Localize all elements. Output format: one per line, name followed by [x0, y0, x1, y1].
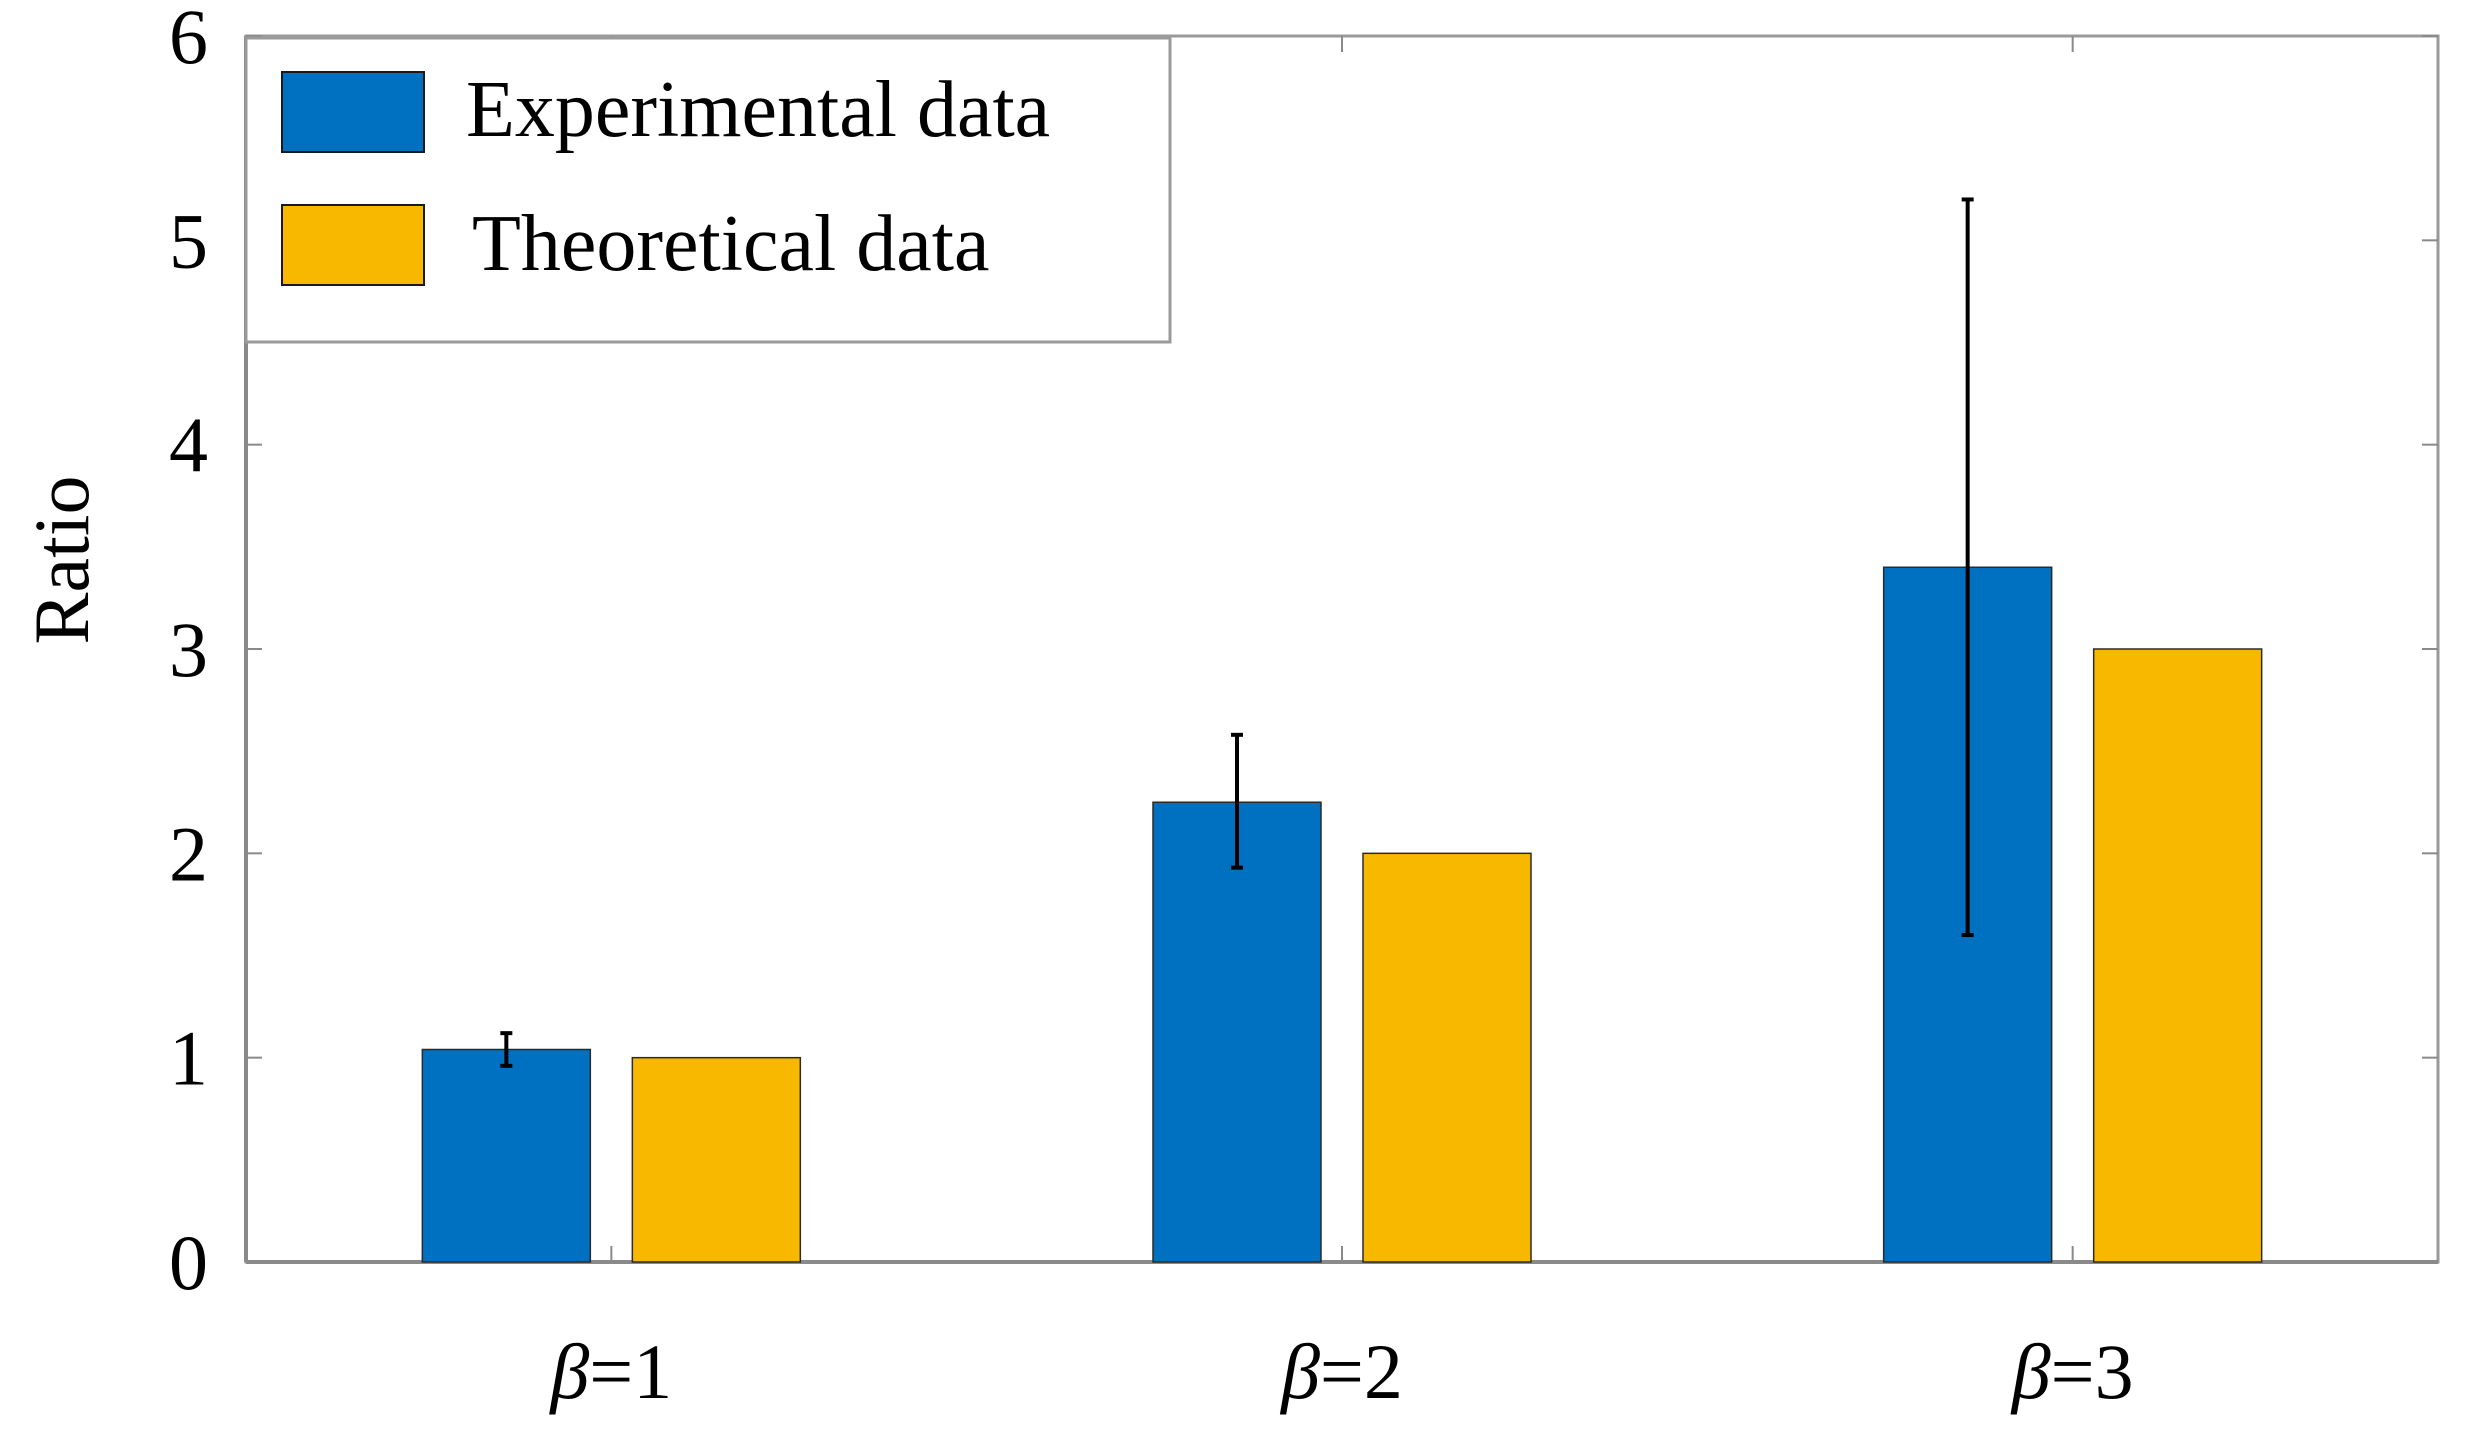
- x-tick-label-value: =3: [2051, 1328, 2134, 1415]
- legend-swatch-experimental: [281, 71, 425, 153]
- x-tick-label-value: =2: [1320, 1328, 1403, 1415]
- legend-swatch-theoretical: [281, 204, 425, 286]
- y-tick-label: 2: [169, 810, 208, 897]
- x-tick-label-value: =1: [589, 1328, 672, 1415]
- bar-theoretical: [631, 1056, 802, 1263]
- x-tick-label-symbol: β: [1279, 1328, 1320, 1415]
- legend-label-theoretical: Theoretical data: [472, 200, 989, 288]
- x-tick-label: β=3: [2010, 1328, 2134, 1415]
- bar-experimental: [1152, 801, 1322, 1263]
- y-axis-title: Ratio: [18, 476, 105, 645]
- x-tick-label-symbol: β: [2010, 1328, 2051, 1415]
- legend: Experimental data Theoretical data: [244, 36, 1172, 344]
- y-tick-label: 5: [169, 197, 208, 284]
- bar-theoretical: [1362, 852, 1532, 1263]
- error-bars: [500, 197, 1974, 1068]
- y-tick-label: 3: [169, 606, 208, 693]
- x-tick-label-symbol: β: [548, 1328, 589, 1415]
- y-tick-label: 6: [169, 0, 208, 80]
- y-tick-label: 0: [169, 1219, 208, 1306]
- x-tick-label: β=1: [548, 1328, 672, 1415]
- y-tick-label: 4: [169, 402, 208, 489]
- x-tick-label: β=2: [1279, 1328, 1403, 1415]
- bar-experimental: [421, 1048, 592, 1263]
- y-ticks: 0 1 2 3 4 5 6: [169, 0, 2438, 1306]
- x-ticks: β=1 β=2 β=3: [548, 36, 2134, 1415]
- y-tick-label: 1: [169, 1015, 208, 1102]
- bar-theoretical: [2092, 648, 2263, 1263]
- legend-label-experimental: Experimental data: [466, 66, 1050, 154]
